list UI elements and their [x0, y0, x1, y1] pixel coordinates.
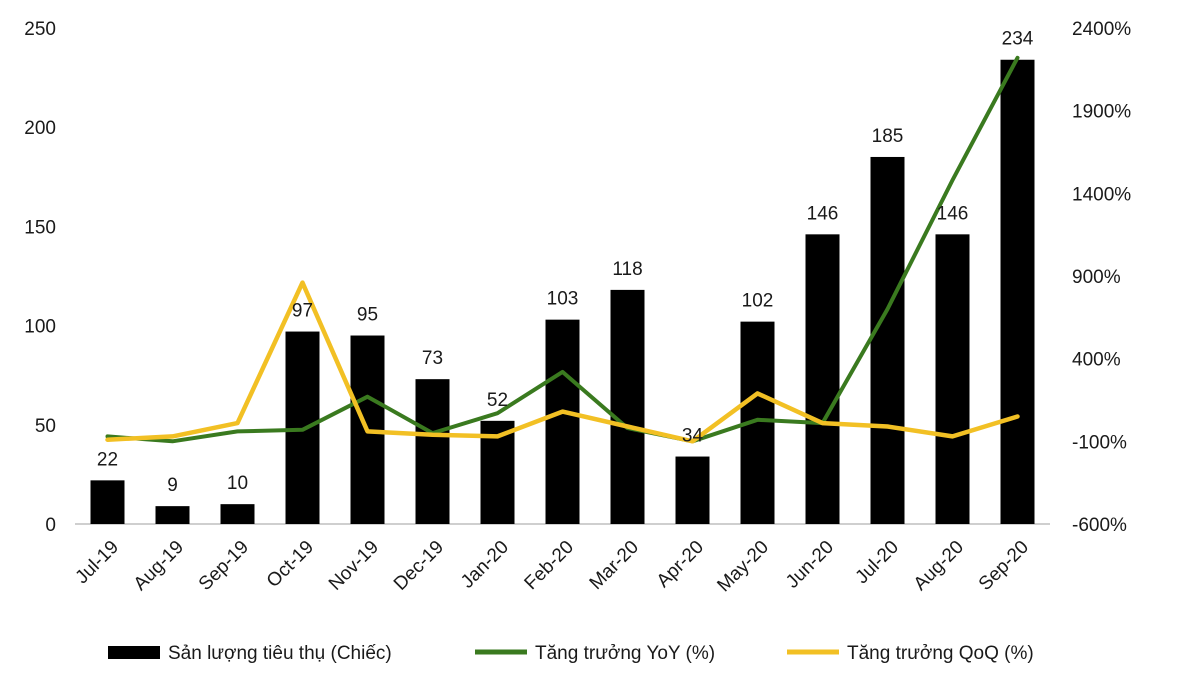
- bar-data-label: 73: [422, 348, 443, 369]
- qoq-line: [105, 280, 1020, 444]
- x-tick-label: Feb-20: [521, 537, 578, 594]
- left-tick-label: 100: [24, 317, 56, 338]
- bar-data-label: 34: [682, 426, 704, 447]
- bar-data-label: 10: [227, 473, 248, 494]
- bar: [220, 504, 255, 524]
- bar-data-label: 146: [937, 203, 969, 224]
- bar: [870, 156, 905, 524]
- x-tick-label: Dec-19: [390, 537, 448, 595]
- bar-data-label: 52: [487, 390, 508, 411]
- yoy-line: [105, 55, 1020, 444]
- x-tick-label: Jul-19: [72, 537, 123, 588]
- bar: [155, 506, 190, 524]
- bar: [675, 456, 710, 524]
- left-tick-label: 150: [24, 217, 56, 238]
- bar: [545, 319, 580, 524]
- right-tick-label: 2400%: [1072, 19, 1131, 40]
- bar-data-label: 95: [357, 305, 378, 326]
- legend-label: Sản lượng tiêu thụ (Chiếc): [168, 643, 392, 664]
- legend-swatch-bar: [108, 646, 160, 659]
- right-tick-label: 1400%: [1072, 184, 1131, 205]
- bar: [935, 234, 970, 524]
- bar-data-label: 185: [872, 126, 904, 147]
- left-tick-label: 50: [35, 416, 56, 437]
- x-tick-label: Sep-20: [975, 537, 1033, 595]
- bar: [610, 289, 645, 524]
- bar-data-label: 22: [97, 449, 118, 470]
- bar: [805, 234, 840, 524]
- right-tick-label: 400%: [1072, 350, 1121, 371]
- x-tick-label: Apr-20: [653, 537, 708, 592]
- bar: [90, 480, 125, 524]
- x-tick-label: Oct-19: [263, 537, 318, 592]
- left-tick-label: 0: [45, 515, 56, 536]
- bar-data-label: 103: [547, 289, 579, 310]
- bar-data-label: 234: [1002, 29, 1034, 50]
- bar-data-label: 9: [167, 475, 178, 496]
- bar-data-label: 97: [292, 301, 313, 322]
- x-tick-label: Nov-19: [325, 537, 383, 595]
- x-tick-label: Jan-20: [457, 537, 513, 593]
- x-tick-label: Sep-19: [195, 537, 253, 595]
- right-tick-label: -600%: [1072, 515, 1127, 536]
- x-tick-label: Jun-20: [782, 537, 838, 593]
- x-tick-label: Aug-20: [910, 537, 968, 595]
- left-tick-label: 200: [24, 118, 56, 139]
- bar-data-label: 102: [742, 291, 774, 312]
- x-tick-label: Jul-20: [852, 537, 903, 588]
- legend-label: Tăng trưởng QoQ (%): [847, 643, 1034, 664]
- bar-data-label: 118: [612, 259, 642, 280]
- left-tick-label: 250: [24, 19, 56, 40]
- right-tick-label: 900%: [1072, 267, 1121, 288]
- bar-data-label: 146: [807, 203, 839, 224]
- right-tick-label: 1900%: [1072, 102, 1131, 123]
- x-tick-label: Aug-19: [130, 537, 188, 595]
- right-tick-label: -100%: [1072, 432, 1127, 453]
- x-tick-label: Mar-20: [586, 537, 643, 594]
- bar: [415, 379, 450, 524]
- bar: [1000, 59, 1035, 525]
- x-tick-label: May-20: [713, 537, 773, 597]
- legend-label: Tăng trưởng YoY (%): [535, 643, 715, 664]
